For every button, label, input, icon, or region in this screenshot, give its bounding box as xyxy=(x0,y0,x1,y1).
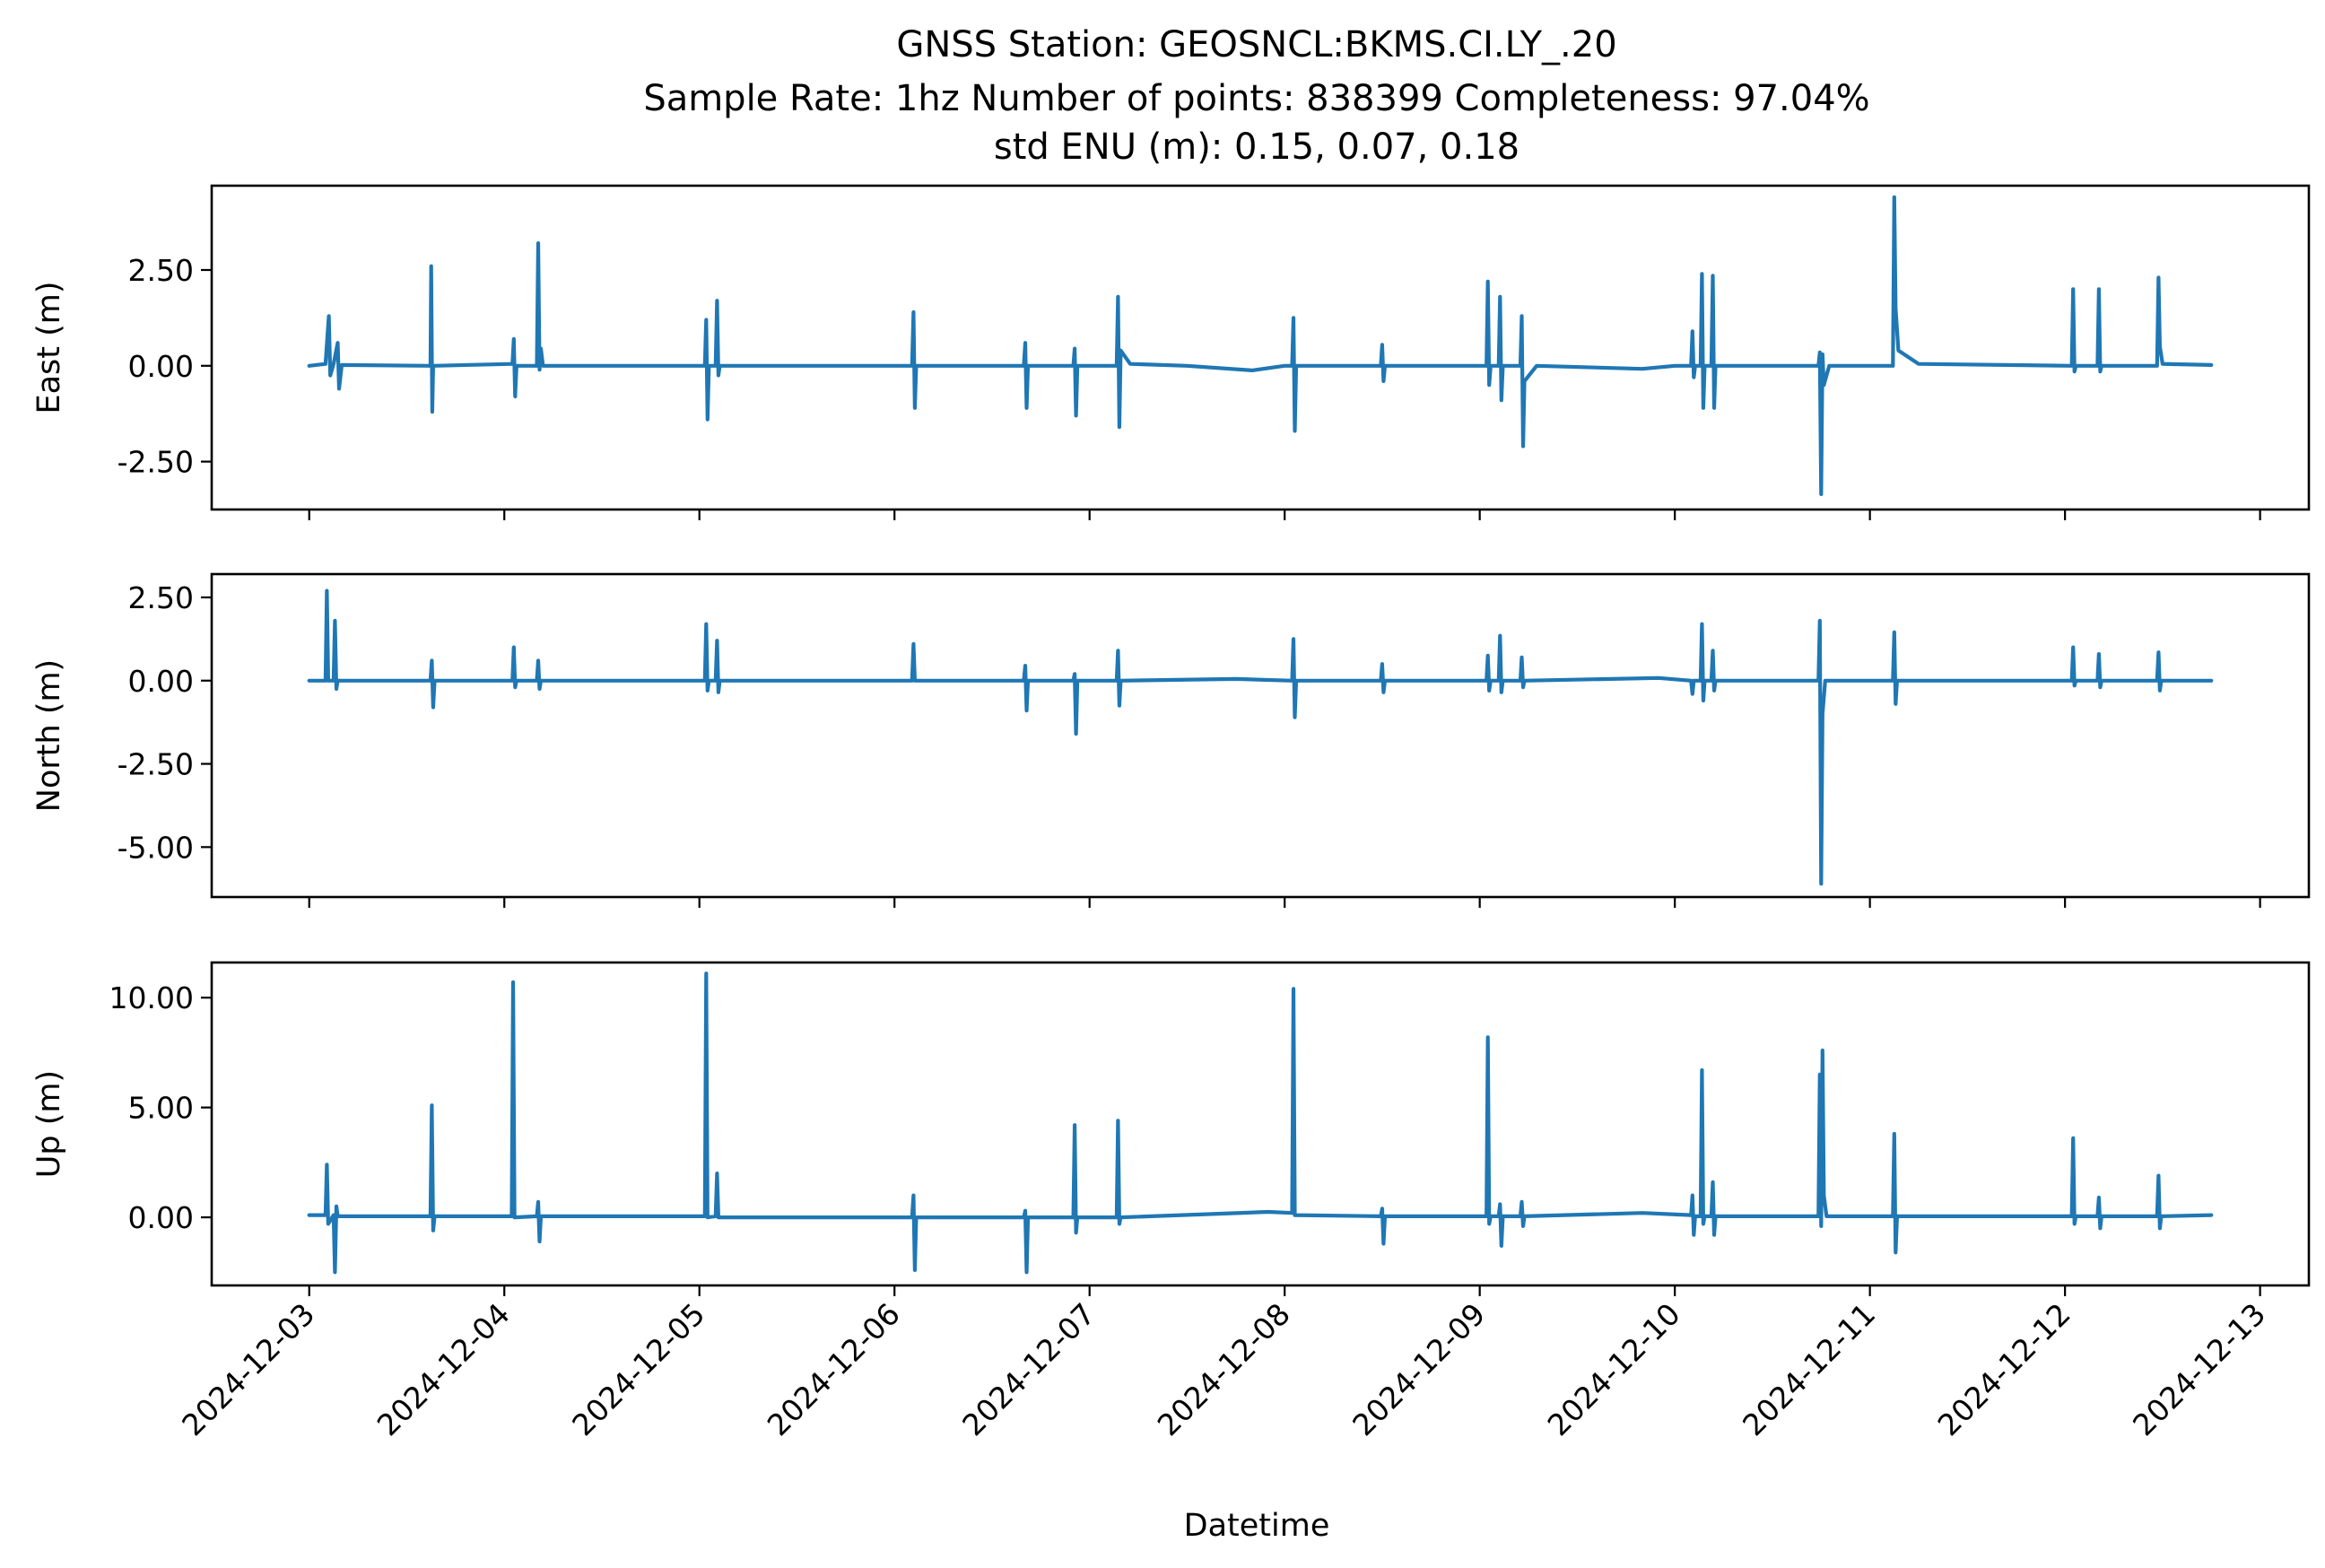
y-tick-label: 2.50 xyxy=(128,580,194,615)
y-axis-label: East (m) xyxy=(31,281,67,414)
y-tick-label: -2.50 xyxy=(118,747,194,782)
y-tick-label: 0.00 xyxy=(128,1200,194,1235)
y-tick-label: -2.50 xyxy=(118,445,194,480)
y-tick-label: 10.00 xyxy=(109,980,194,1015)
y-tick-label: 5.00 xyxy=(128,1091,194,1126)
x-axis-label: Datetime xyxy=(1184,1508,1330,1544)
series-line xyxy=(307,588,2214,886)
north-panel: 2.50 0.00 -2.50 -5.00 North (m) xyxy=(31,572,2311,908)
y-tick-label: 2.50 xyxy=(128,253,194,288)
axes-frame xyxy=(210,961,2311,1287)
series-line xyxy=(307,971,2214,1275)
y-tick-label: -5.00 xyxy=(118,830,194,865)
title-line-station: GNSS Station: GEOSNCL:BKMS.CI.LY_.20 xyxy=(896,24,1616,65)
y-axis-label: North (m) xyxy=(31,659,67,812)
axes-frame xyxy=(210,572,2311,899)
y-axis-label: Up (m) xyxy=(31,1070,67,1178)
title-line-std: std ENU (m): 0.15, 0.07, 0.18 xyxy=(994,126,1520,168)
axes-frame xyxy=(210,184,2311,511)
up-panel: 10.00 5.00 0.00 Up (m) xyxy=(31,961,2311,1296)
y-tick-label: 0.00 xyxy=(128,664,194,699)
series-line xyxy=(307,195,2214,496)
title-line-stats: Sample Rate: 1hz Number of points: 83839… xyxy=(643,78,1869,119)
y-tick-label: 0.00 xyxy=(128,349,194,384)
east-panel: 2.50 0.00 -2.50 East (m) xyxy=(31,184,2311,520)
